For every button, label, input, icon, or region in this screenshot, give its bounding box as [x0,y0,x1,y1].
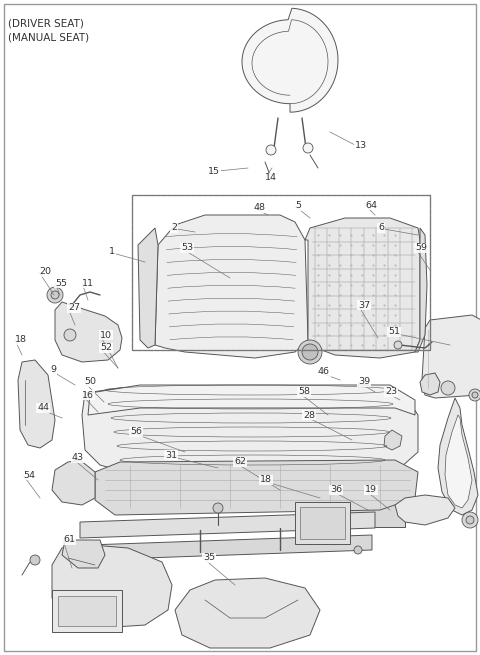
Polygon shape [138,228,158,348]
Text: 19: 19 [365,485,377,495]
Text: 64: 64 [365,200,377,210]
Polygon shape [395,495,455,525]
Text: (MANUAL SEAT): (MANUAL SEAT) [8,32,89,42]
Text: 39: 39 [358,377,370,386]
Text: 53: 53 [181,244,193,252]
Circle shape [303,143,313,153]
Text: 5: 5 [295,202,301,210]
Polygon shape [305,218,420,358]
Text: 50: 50 [84,377,96,386]
Text: 18: 18 [15,335,27,345]
Circle shape [298,340,322,364]
Text: 1: 1 [109,248,115,257]
Bar [58,596,116,626]
Polygon shape [18,360,55,448]
Text: 59: 59 [415,244,427,252]
Circle shape [47,287,63,303]
Circle shape [30,555,40,565]
Circle shape [469,389,480,401]
Text: 18: 18 [260,476,272,485]
Polygon shape [95,460,418,515]
Polygon shape [242,9,338,112]
Text: 31: 31 [165,451,177,460]
Text: 10: 10 [100,331,112,339]
Bar [300,507,345,539]
Polygon shape [55,302,122,362]
Text: 9: 9 [50,365,56,375]
Polygon shape [438,398,478,515]
Polygon shape [82,388,418,478]
Bar [170,466,235,504]
Text: 27: 27 [68,303,80,312]
Text: 36: 36 [330,485,342,495]
Circle shape [462,512,478,528]
Circle shape [394,341,402,349]
Circle shape [466,516,474,524]
Polygon shape [415,228,427,352]
Polygon shape [420,373,440,395]
Text: 37: 37 [358,301,370,310]
Circle shape [64,329,76,341]
Text: 6: 6 [378,223,384,233]
Text: 55: 55 [55,278,67,288]
Text: 2: 2 [171,223,177,233]
Bar [52,590,122,632]
Text: 62: 62 [234,457,246,466]
Polygon shape [175,578,320,648]
Text: 48: 48 [254,204,266,212]
Text: 56: 56 [130,428,142,436]
Text: 35: 35 [203,553,215,563]
Polygon shape [80,512,375,538]
Text: 20: 20 [39,267,51,276]
Text: 61: 61 [63,536,75,544]
Bar [132,195,430,350]
Polygon shape [155,215,308,358]
Text: 54: 54 [23,470,35,479]
Circle shape [354,546,362,554]
Text: 44: 44 [37,403,49,413]
Bar [250,466,300,504]
Polygon shape [62,540,105,568]
Bar [132,195,430,350]
Text: 14: 14 [265,174,277,183]
Text: 46: 46 [318,367,330,377]
Polygon shape [445,415,472,508]
Text: 13: 13 [355,141,367,149]
Text: 28: 28 [303,411,315,419]
Polygon shape [422,315,480,398]
Bar [350,492,405,527]
Polygon shape [88,385,415,415]
Circle shape [441,381,455,395]
Circle shape [213,503,223,513]
Polygon shape [52,544,172,628]
Text: 23: 23 [385,388,397,396]
Bar [295,502,350,544]
Text: 11: 11 [82,278,94,288]
Polygon shape [384,430,402,450]
Text: 51: 51 [388,328,400,337]
Circle shape [266,145,276,155]
Text: (DRIVER SEAT): (DRIVER SEAT) [8,18,84,28]
Circle shape [302,344,318,360]
Text: 43: 43 [72,453,84,462]
Text: 15: 15 [208,168,220,176]
Circle shape [51,291,59,299]
Text: 16: 16 [82,390,94,400]
Text: 52: 52 [100,343,112,352]
Circle shape [472,392,478,398]
Polygon shape [52,460,95,505]
Polygon shape [88,535,372,560]
Text: 58: 58 [298,388,310,396]
